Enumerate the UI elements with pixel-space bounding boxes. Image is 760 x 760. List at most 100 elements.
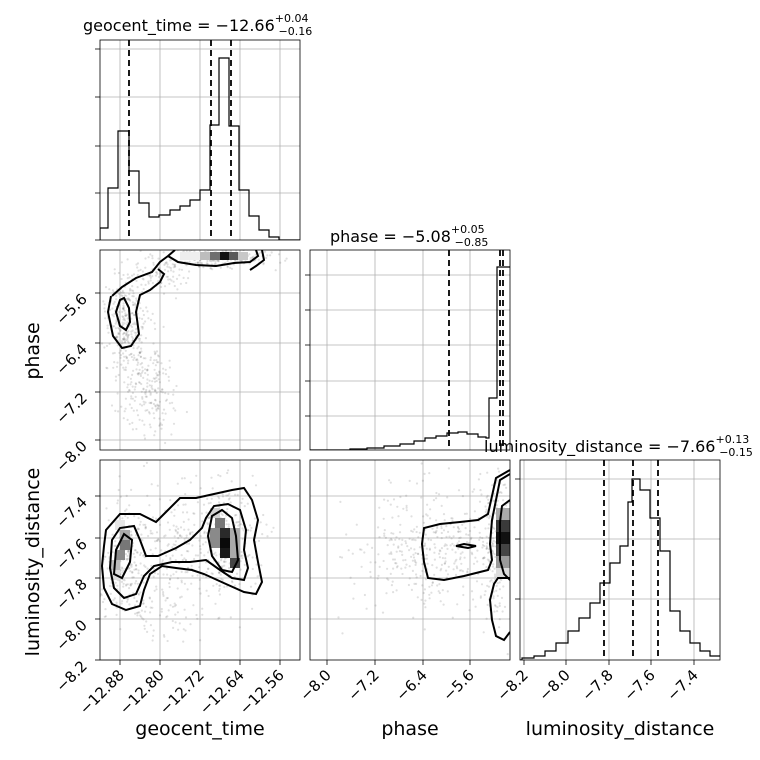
- sample-point-lumdist-vs-geocent: [180, 595, 183, 598]
- sample-point-lumdist-vs-phase: [432, 531, 435, 534]
- sample-point-lumdist-vs-phase: [414, 552, 417, 555]
- sample-point-lumdist-vs-geocent: [142, 523, 145, 526]
- sample-point-lumdist-vs-phase: [433, 543, 436, 546]
- sample-point-lumdist-vs-phase: [497, 470, 501, 473]
- sample-point-lumdist-vs-geocent: [143, 564, 146, 567]
- sample-point-phase-vs-geocent: [116, 335, 119, 338]
- sample-point-phase-vs-geocent: [188, 260, 191, 263]
- sample-point-phase-vs-geocent: [126, 336, 130, 339]
- sample-point-lumdist-vs-geocent: [241, 527, 244, 530]
- sample-point-lumdist-vs-geocent: [180, 581, 183, 584]
- sample-point-lumdist-vs-phase: [464, 527, 467, 530]
- sample-point-lumdist-vs-phase: [428, 597, 431, 600]
- sample-point-lumdist-vs-phase: [424, 533, 427, 536]
- sample-point-phase-vs-geocent: [155, 271, 158, 274]
- sample-point-lumdist-vs-geocent: [165, 597, 168, 600]
- sample-point-lumdist-vs-geocent: [238, 523, 241, 526]
- sample-point-lumdist-vs-phase: [410, 529, 413, 533]
- sample-point-lumdist-vs-geocent: [169, 574, 172, 577]
- sample-point-phase-vs-geocent: [142, 313, 145, 317]
- sample-point-lumdist-vs-phase: [456, 567, 459, 570]
- sample-point-phase-vs-geocent: [146, 368, 149, 371]
- sample-point-phase-vs-geocent: [210, 260, 213, 263]
- sample-point-lumdist-vs-geocent: [172, 573, 175, 576]
- sample-point-phase-vs-geocent: [207, 250, 210, 252]
- sample-point-lumdist-vs-geocent: [168, 585, 171, 589]
- sample-point-lumdist-vs-phase: [412, 553, 415, 556]
- sample-point-lumdist-vs-geocent: [156, 572, 160, 576]
- sample-point-phase-vs-geocent: [127, 297, 131, 300]
- sample-point-phase-vs-geocent: [115, 319, 118, 322]
- sample-point-lumdist-vs-phase: [402, 507, 405, 510]
- sample-point-lumdist-vs-phase: [485, 547, 488, 550]
- sample-point-lumdist-vs-geocent: [163, 535, 166, 538]
- sample-point-lumdist-vs-phase: [470, 536, 473, 540]
- sample-point-phase-vs-geocent: [170, 279, 173, 282]
- sample-point-phase-vs-geocent: [145, 390, 148, 393]
- frame-geocent-time-hist: [99, 39, 301, 241]
- sample-point-phase-vs-geocent: [127, 334, 130, 337]
- sample-point-lumdist-vs-geocent: [201, 520, 204, 523]
- sample-point-phase-vs-geocent: [209, 267, 213, 270]
- sample-point-phase-vs-geocent: [145, 306, 148, 309]
- sample-point-lumdist-vs-geocent: [136, 614, 139, 617]
- sample-point-lumdist-vs-geocent: [126, 550, 130, 553]
- sample-point-lumdist-vs-phase: [415, 530, 418, 534]
- sample-point-lumdist-vs-phase: [374, 561, 377, 564]
- sample-point-lumdist-vs-geocent: [135, 568, 138, 571]
- sample-point-lumdist-vs-geocent: [199, 487, 202, 490]
- sample-point-phase-vs-geocent: [159, 273, 162, 276]
- sample-point-lumdist-vs-geocent: [127, 550, 130, 553]
- sample-point-lumdist-vs-phase: [433, 573, 436, 577]
- sample-point-lumdist-vs-phase: [485, 545, 488, 548]
- frame-lumdist-vs-phase: [309, 459, 511, 661]
- sample-point-phase-vs-geocent: [143, 391, 146, 394]
- sample-point-lumdist-vs-phase: [491, 499, 494, 502]
- sample-point-lumdist-vs-geocent: [175, 548, 178, 551]
- sample-point-phase-vs-geocent: [164, 412, 167, 415]
- sample-point-lumdist-vs-geocent: [250, 526, 253, 530]
- sample-point-lumdist-vs-geocent: [183, 537, 186, 540]
- sample-point-phase-vs-geocent: [151, 275, 154, 278]
- sample-point-phase-vs-geocent: [146, 369, 149, 372]
- density-cells-phase-vs-geocent: [180, 252, 248, 260]
- sample-point-phase-vs-geocent: [119, 329, 122, 332]
- sample-point-lumdist-vs-geocent: [118, 475, 121, 478]
- sample-point-phase-vs-geocent: [158, 381, 161, 384]
- sample-point-phase-vs-geocent: [138, 317, 141, 320]
- sample-point-lumdist-vs-geocent: [196, 617, 199, 620]
- sample-point-phase-vs-geocent: [147, 317, 150, 320]
- sample-point-lumdist-vs-geocent: [184, 558, 187, 562]
- sample-point-phase-vs-geocent: [124, 349, 127, 352]
- sample-point-lumdist-vs-geocent: [205, 589, 208, 592]
- sample-point-lumdist-vs-phase: [506, 653, 509, 656]
- sample-point-lumdist-vs-phase: [387, 578, 390, 581]
- sample-point-lumdist-vs-phase: [454, 560, 457, 563]
- sample-point-phase-vs-geocent: [165, 261, 168, 264]
- sample-point-lumdist-vs-geocent: [166, 596, 169, 600]
- sample-point-lumdist-vs-geocent: [206, 567, 210, 571]
- sample-point-lumdist-vs-phase: [443, 519, 446, 522]
- sample-point-lumdist-vs-geocent: [184, 493, 187, 496]
- sample-point-phase-vs-geocent: [165, 261, 168, 264]
- ytick-phase-7.2: −7.2: [52, 389, 90, 427]
- sample-point-lumdist-vs-phase: [457, 540, 461, 543]
- sample-point-lumdist-vs-geocent: [189, 481, 192, 484]
- sample-point-lumdist-vs-phase: [452, 568, 455, 571]
- sample-point-phase-vs-geocent: [162, 251, 165, 254]
- sample-point-lumdist-vs-geocent: [266, 535, 269, 538]
- sample-point-lumdist-vs-phase: [473, 488, 476, 491]
- sample-point-lumdist-vs-geocent: [207, 516, 211, 520]
- sample-point-lumdist-vs-geocent: [139, 552, 142, 555]
- sample-point-phase-vs-geocent: [158, 370, 161, 373]
- sample-point-lumdist-vs-geocent: [148, 596, 151, 599]
- sample-point-lumdist-vs-phase: [408, 577, 411, 580]
- xtick-phase-6.4: −6.4: [392, 666, 430, 704]
- sample-point-phase-vs-geocent: [123, 410, 126, 413]
- sample-point-lumdist-vs-phase: [405, 506, 408, 509]
- sample-point-lumdist-vs-geocent: [185, 536, 188, 539]
- sample-point-lumdist-vs-phase: [495, 584, 498, 588]
- panel-geocent-time-histogram: geocent_time = −12.66+0.04 −0.16: [83, 12, 312, 241]
- sample-point-lumdist-vs-geocent: [112, 599, 115, 602]
- sample-point-lumdist-vs-geocent: [146, 630, 149, 634]
